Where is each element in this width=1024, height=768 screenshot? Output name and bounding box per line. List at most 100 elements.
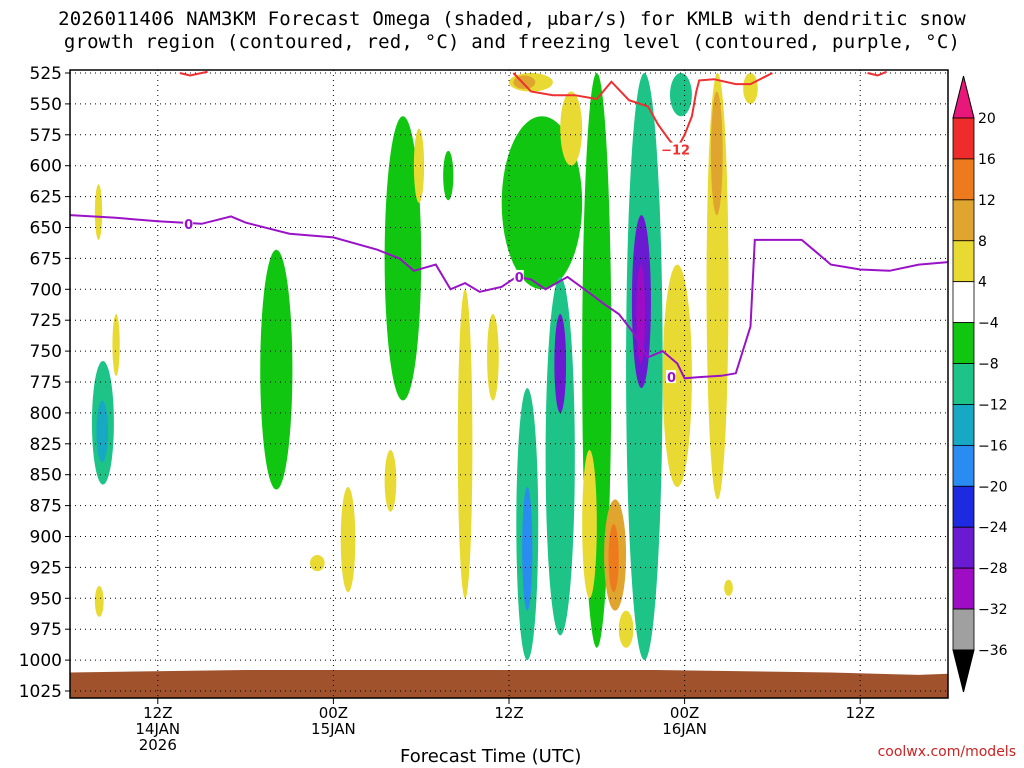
x-tick-label-30-0: 12Z	[494, 704, 523, 722]
omega-shade-5	[501, 116, 583, 290]
y-tick-label-725: 725	[30, 311, 62, 331]
omega-shade-24	[582, 449, 597, 599]
y-tick-label-1000: 1000	[19, 651, 62, 671]
colorbar-label-2: 12	[978, 193, 996, 209]
omega-shade-35	[724, 579, 733, 596]
y-tick-label-575: 575	[30, 126, 62, 146]
omega-shade-20	[710, 91, 723, 216]
y-tick-label-800: 800	[30, 404, 62, 424]
y-tick-label-1025: 1025	[19, 682, 62, 702]
omega-shade-33	[94, 184, 103, 240]
y-tick-label-650: 650	[30, 219, 62, 239]
omega-shade-23	[608, 524, 619, 593]
y-tick-label-600: 600	[30, 157, 62, 177]
omega-shade-14	[669, 73, 692, 117]
x-tick-label-18-0: 00Z	[319, 704, 348, 722]
x-tick-label-6-2: 2026	[139, 736, 177, 754]
colorbar-band-5	[952, 322, 975, 364]
y-tick-label-850: 850	[30, 466, 62, 486]
x-tick-label-42-1: 16JAN	[662, 720, 707, 738]
x-tick-label-6-0: 12Z	[143, 704, 172, 722]
omega-shade-8	[545, 276, 575, 636]
colorbar-label-9: −20	[978, 479, 1008, 495]
omega-shade-31	[94, 585, 104, 617]
colorbar-bottom-arrow	[952, 649, 975, 693]
chart-title-line1: 2026011406 NAM3KM Forecast Omega (shaded…	[58, 8, 966, 30]
freezing-label-2: 0	[515, 271, 524, 286]
colorbar-top-arrow	[952, 75, 975, 119]
dendritic-label-bg	[660, 142, 687, 156]
dendritic-label: −12	[661, 144, 690, 159]
omega-shade-29	[384, 449, 397, 512]
omega-shade-34	[309, 555, 325, 572]
omega-shade-9	[554, 314, 567, 413]
omega-shade-4	[443, 150, 454, 201]
x-tick-label-18-1: 15JAN	[311, 720, 356, 738]
freezing-label-2-bg	[513, 269, 524, 283]
omega-shade-7	[522, 487, 533, 611]
freezing-label-3-bg	[665, 370, 676, 384]
omega-shade-3	[384, 116, 422, 401]
y-tick-label-675: 675	[30, 249, 62, 269]
omega-shade-32	[112, 314, 120, 376]
colorbar-label-0: 20	[978, 111, 996, 127]
colorbar-band-1	[952, 158, 975, 201]
colorbar-label-13: −36	[978, 643, 1008, 659]
colorbar-band-8	[952, 444, 975, 487]
freezing-label-1: 0	[184, 218, 193, 233]
freezing-level-line	[70, 214, 948, 380]
x-tick-label-54-0: 12Z	[846, 704, 875, 722]
colorbar-label-3: 8	[978, 234, 987, 250]
colorbar-band-4	[952, 281, 975, 324]
colorbar-band-7	[952, 404, 975, 446]
y-tick-label-750: 750	[30, 342, 62, 362]
y-tick-label-925: 925	[30, 558, 62, 578]
omega-shade-21	[743, 73, 758, 104]
watermark: coolwx.com/models	[877, 744, 1016, 760]
x-tick-label-6-1: 14JAN	[135, 720, 180, 738]
dendritic-contour-fragment-right	[867, 70, 887, 77]
colorbar-band-11	[952, 567, 975, 610]
y-tick-label-625: 625	[30, 188, 62, 208]
colorbar-label-4: 4	[978, 275, 987, 291]
dendritic-contour-fragment	[179, 70, 208, 77]
colorbar-band-0	[952, 117, 975, 160]
y-tick-label-825: 825	[30, 435, 62, 455]
freezing-label-3: 0	[667, 371, 676, 386]
y-tick-label-900: 900	[30, 528, 62, 548]
colorbar-label-7: −12	[978, 397, 1008, 413]
colorbar-band-12	[952, 608, 975, 651]
colorbar-band-10	[952, 526, 975, 569]
omega-shade-27	[487, 314, 499, 401]
omega-shade-30	[413, 128, 425, 203]
colorbar-band-6	[952, 363, 975, 405]
colorbar-label-1: 16	[978, 152, 996, 168]
omega-shade-28	[340, 487, 356, 593]
y-tick-label-775: 775	[30, 373, 62, 393]
y-tick-label-550: 550	[30, 95, 62, 115]
colorbar-label-5: −4	[978, 316, 999, 332]
colorbar-label-12: −32	[978, 602, 1008, 618]
omega-shade-13	[636, 264, 646, 364]
colorbar-label-11: −28	[978, 561, 1008, 577]
colorbar-label-8: −16	[978, 438, 1008, 454]
y-tick-label-975: 975	[30, 620, 62, 640]
colorbar-label-6: −8	[978, 357, 999, 373]
x-axis-title: Forecast Time (UTC)	[400, 746, 582, 767]
y-tick-label-950: 950	[30, 589, 62, 609]
chart-title-line2: growth region (contoured, red, °C) and f…	[63, 31, 961, 53]
omega-shade-2	[260, 249, 293, 490]
y-tick-label-525: 525	[30, 64, 62, 84]
omega-shade-25	[618, 610, 634, 648]
freezing-label-1-bg	[183, 216, 194, 230]
colorbar-band-2	[952, 199, 975, 242]
omega-shade-1	[96, 400, 109, 463]
ground-terrain	[70, 669, 948, 698]
omega-shade-17	[560, 91, 583, 166]
colorbar-band-9	[952, 485, 975, 528]
x-tick-label-42-0: 00Z	[670, 704, 699, 722]
colorbar-label-10: −24	[978, 520, 1008, 536]
y-tick-label-875: 875	[30, 497, 62, 517]
y-tick-label-700: 700	[30, 280, 62, 300]
